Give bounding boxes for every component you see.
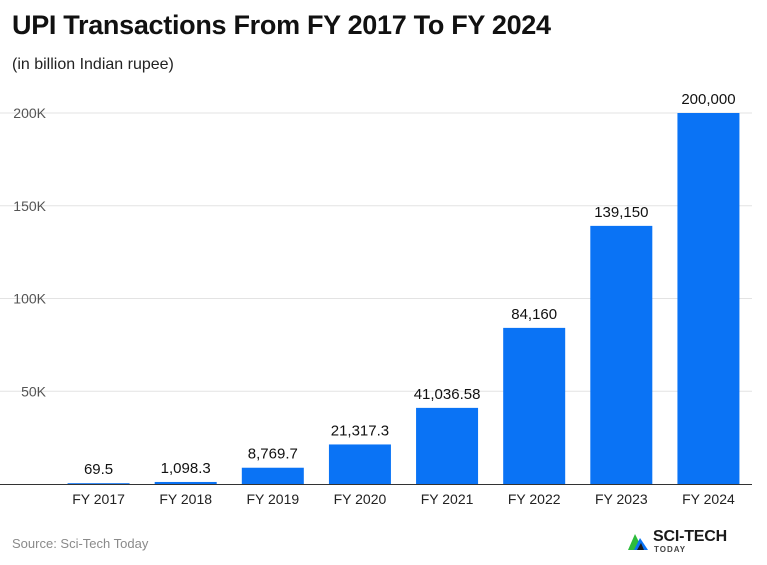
data-label: 41,036.58 <box>414 386 481 403</box>
data-label: 200,000 <box>681 91 735 108</box>
data-label: 8,769.7 <box>248 446 298 463</box>
data-label: 69.5 <box>84 461 113 478</box>
data-labels: 69.5 1,098.3 8,769.7 21,317.3 41,036.58 84,16… <box>84 91 736 478</box>
x-tick-label: FY 2020 <box>334 491 387 507</box>
data-label: 139,150 <box>594 204 648 221</box>
y-tick-label: 50K <box>21 383 47 399</box>
bar <box>416 407 479 484</box>
bar-chart: 50K 100K 150K 200K 69.5 1,098.3 8,769.7 21,317… <box>0 91 752 507</box>
y-tick-label: 150K <box>13 198 46 214</box>
logo-subtext: TODAY <box>654 545 687 554</box>
chart-title: UPI Transactions From FY 2017 To FY 2024 <box>12 10 551 40</box>
bar <box>677 113 740 484</box>
x-tick-label: FY 2023 <box>595 491 648 507</box>
x-axis: FY 2017 FY 2018 FY 2019 FY 2020 FY 2021 FY 20… <box>0 484 752 507</box>
logo-wordmark: SCI-TECH <box>653 528 727 545</box>
y-axis: 50K 100K 150K 200K <box>13 105 46 399</box>
data-label: 84,160 <box>511 306 557 323</box>
x-tick-label: FY 2018 <box>159 491 212 507</box>
data-label: 1,098.3 <box>161 460 211 477</box>
bar <box>67 483 130 484</box>
source-note: Source: Sci-Tech Today <box>12 536 149 551</box>
x-tick-label: FY 2017 <box>72 491 125 507</box>
bar <box>503 327 566 484</box>
x-tick-label: FY 2022 <box>508 491 561 507</box>
data-label: 21,317.3 <box>331 422 389 439</box>
x-tick-label: FY 2024 <box>682 491 735 507</box>
bar <box>241 467 304 484</box>
y-tick-label: 200K <box>13 105 46 121</box>
bar <box>328 444 391 484</box>
bars <box>67 113 740 484</box>
sci-tech-logo-icon <box>628 534 648 550</box>
y-tick-label: 100K <box>13 291 46 307</box>
bar <box>590 225 653 484</box>
chart-subtitle: (in billion Indian rupee) <box>12 56 174 73</box>
sci-tech-logo: SCI-TECH TODAY <box>628 526 738 556</box>
x-tick-label: FY 2019 <box>246 491 299 507</box>
x-tick-label: FY 2021 <box>421 491 474 507</box>
bar <box>154 481 217 484</box>
